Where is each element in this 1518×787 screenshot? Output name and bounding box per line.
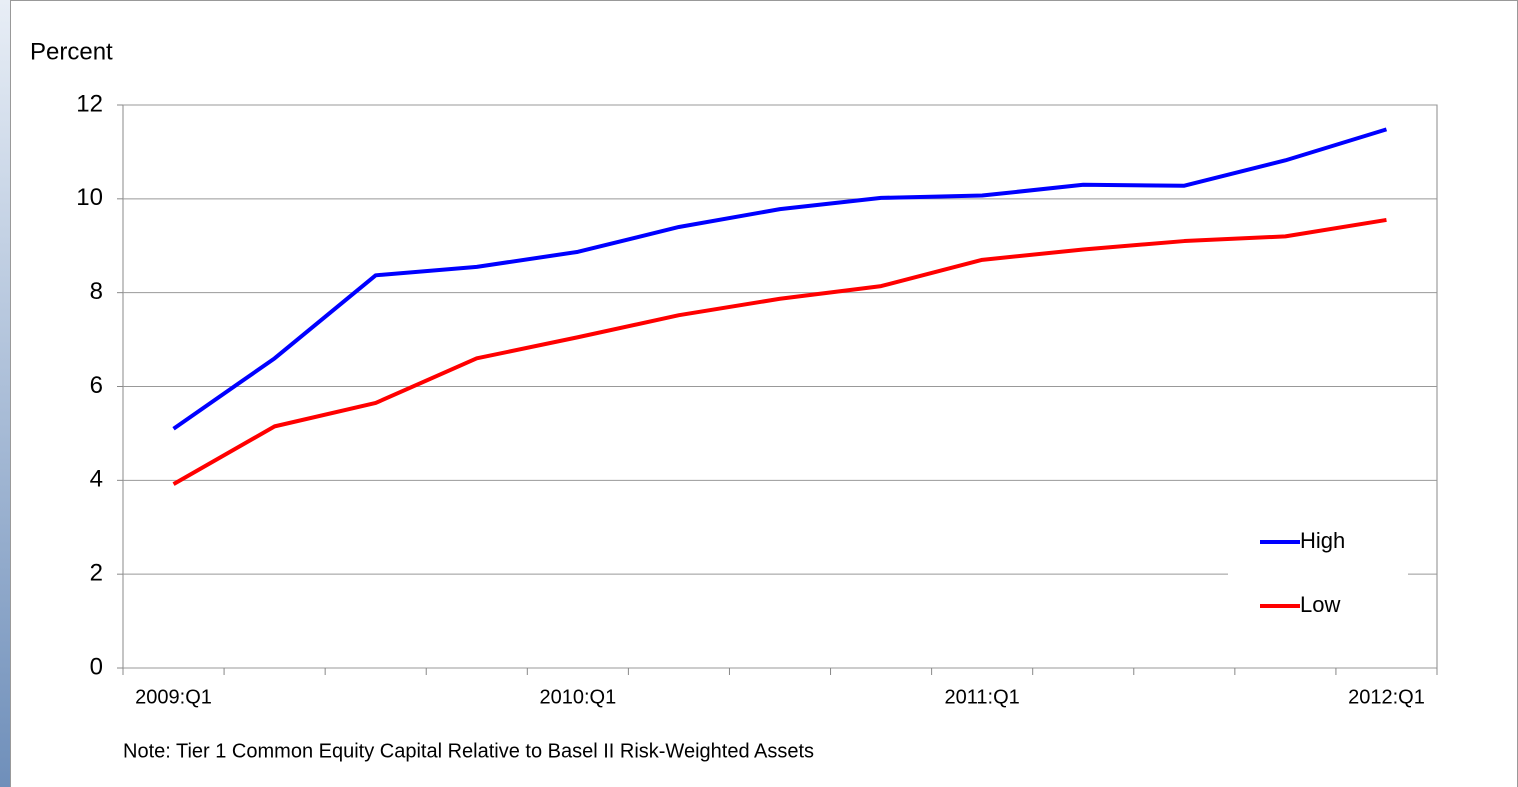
y-axis-title: Percent — [30, 38, 113, 65]
y-tick-label: 6 — [90, 372, 103, 399]
frame — [10, 0, 1518, 787]
data-line — [172, 217, 1387, 486]
y-tick-label: 12 — [76, 90, 103, 117]
y-tick-label: 0 — [90, 653, 103, 680]
x-tick-label: 2011:Q1 — [945, 686, 1020, 708]
x-tick-label: 2010:Q1 — [539, 686, 616, 708]
data-line — [172, 127, 1388, 431]
note: Note: Tier 1 Common Equity Capital Relat… — [123, 740, 814, 762]
legend-label: High — [1300, 528, 1345, 553]
edge-strip — [0, 0, 12, 787]
y-tick-label: 4 — [90, 466, 103, 493]
y-tick-label: 2 — [90, 560, 103, 587]
x-tick-label: 2012:Q1 — [1348, 686, 1425, 708]
legend-label: Low — [1300, 592, 1340, 617]
legend-box — [1228, 518, 1408, 643]
y-tick-label: 8 — [90, 278, 103, 305]
y-tick-label: 10 — [76, 184, 103, 211]
x-tick-label: 2009:Q1 — [135, 686, 212, 708]
